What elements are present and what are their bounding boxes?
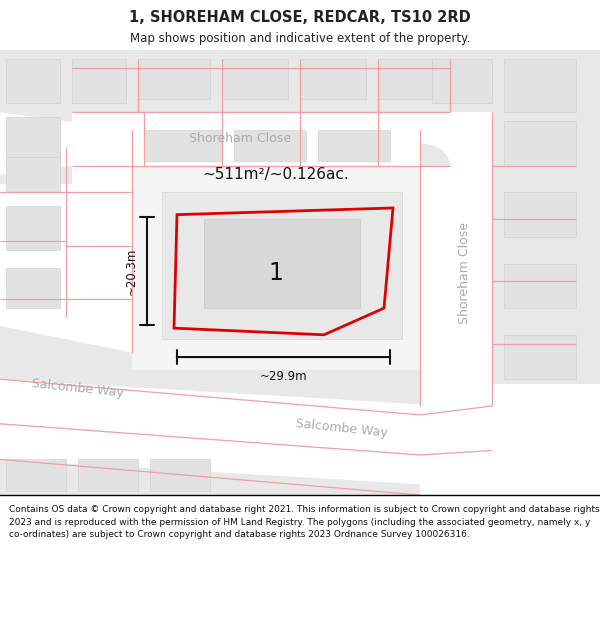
Polygon shape: [504, 192, 576, 237]
Polygon shape: [378, 59, 432, 99]
Polygon shape: [6, 59, 60, 103]
Polygon shape: [234, 130, 306, 161]
Polygon shape: [420, 384, 600, 495]
Polygon shape: [72, 59, 126, 103]
Text: Salcombe Way: Salcombe Way: [295, 417, 389, 439]
Polygon shape: [6, 152, 60, 192]
Polygon shape: [6, 206, 60, 250]
Text: Contains OS data © Crown copyright and database right 2021. This information is : Contains OS data © Crown copyright and d…: [9, 506, 599, 539]
Polygon shape: [204, 219, 360, 308]
Polygon shape: [162, 192, 402, 339]
Polygon shape: [504, 264, 576, 308]
Polygon shape: [72, 112, 450, 166]
Polygon shape: [318, 130, 390, 161]
Polygon shape: [0, 112, 132, 174]
Text: Shoreham Close: Shoreham Close: [458, 221, 472, 324]
Polygon shape: [0, 50, 600, 495]
Polygon shape: [0, 112, 72, 184]
Polygon shape: [6, 459, 66, 491]
Text: Salcombe Way: Salcombe Way: [31, 377, 125, 399]
Polygon shape: [72, 112, 450, 166]
Polygon shape: [132, 130, 432, 371]
Polygon shape: [504, 59, 576, 112]
Polygon shape: [144, 130, 222, 161]
Polygon shape: [504, 121, 576, 166]
Polygon shape: [150, 459, 210, 491]
Polygon shape: [222, 59, 288, 99]
Polygon shape: [420, 112, 492, 406]
Polygon shape: [0, 379, 600, 495]
Polygon shape: [432, 59, 492, 103]
Polygon shape: [6, 117, 60, 157]
Polygon shape: [420, 112, 450, 166]
Polygon shape: [0, 130, 132, 352]
Polygon shape: [504, 335, 576, 379]
Text: ~511m²/~0.126ac.: ~511m²/~0.126ac.: [203, 167, 349, 182]
Polygon shape: [0, 50, 600, 495]
Text: ~29.9m: ~29.9m: [260, 371, 307, 383]
Polygon shape: [138, 59, 210, 99]
Polygon shape: [6, 268, 60, 308]
Text: Shoreham Close: Shoreham Close: [189, 132, 291, 146]
Text: Map shows position and indicative extent of the property.: Map shows position and indicative extent…: [130, 32, 470, 45]
Text: 1: 1: [269, 261, 283, 284]
Polygon shape: [0, 50, 600, 495]
Polygon shape: [78, 459, 138, 491]
Text: ~20.3m: ~20.3m: [125, 248, 138, 295]
Polygon shape: [300, 59, 366, 99]
Text: 1, SHOREHAM CLOSE, REDCAR, TS10 2RD: 1, SHOREHAM CLOSE, REDCAR, TS10 2RD: [129, 10, 471, 25]
